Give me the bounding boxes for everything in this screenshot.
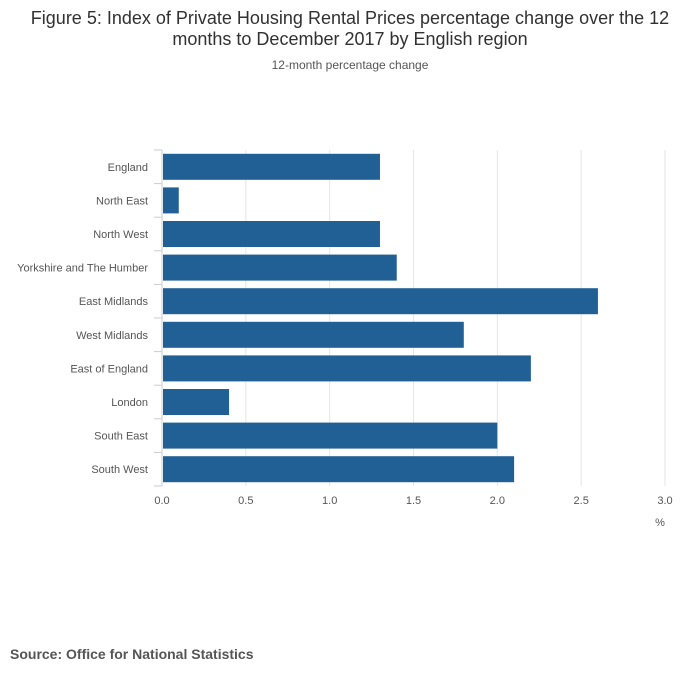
category-label: North West bbox=[93, 229, 148, 241]
bar bbox=[163, 456, 515, 483]
bar bbox=[163, 221, 380, 247]
bar bbox=[163, 389, 230, 415]
x-axis-label: % bbox=[655, 517, 665, 529]
category-label: West Midlands bbox=[76, 330, 148, 342]
category-label: London bbox=[111, 397, 148, 409]
bar bbox=[163, 153, 380, 180]
x-tick-label: 2.5 bbox=[574, 495, 589, 507]
x-tick-label: 1.5 bbox=[406, 495, 421, 507]
category-label: East Midlands bbox=[79, 296, 149, 308]
bar bbox=[163, 422, 498, 449]
category-label: England bbox=[108, 162, 148, 174]
x-tick-label: 0.5 bbox=[238, 495, 253, 507]
category-label: East of England bbox=[70, 363, 148, 375]
chart-subtitle: 12-month percentage change bbox=[271, 58, 429, 72]
bar bbox=[163, 187, 179, 214]
category-label: South West bbox=[91, 464, 148, 476]
bar bbox=[163, 254, 397, 281]
x-tick-label: 3.0 bbox=[657, 495, 672, 507]
bar bbox=[163, 355, 531, 382]
bar bbox=[163, 321, 464, 348]
source-note: Source: Office for National Statistics bbox=[10, 646, 254, 662]
category-label: Yorkshire and The Humber bbox=[17, 263, 148, 275]
x-tick-label: 0.0 bbox=[154, 495, 169, 507]
bar bbox=[163, 288, 598, 315]
x-tick-label: 2.0 bbox=[490, 495, 505, 507]
chart-title: Figure 5: Index of Private Housing Renta… bbox=[30, 8, 670, 49]
category-label: North East bbox=[96, 195, 148, 207]
x-tick-label: 1.0 bbox=[322, 495, 337, 507]
category-label: South East bbox=[94, 431, 148, 443]
